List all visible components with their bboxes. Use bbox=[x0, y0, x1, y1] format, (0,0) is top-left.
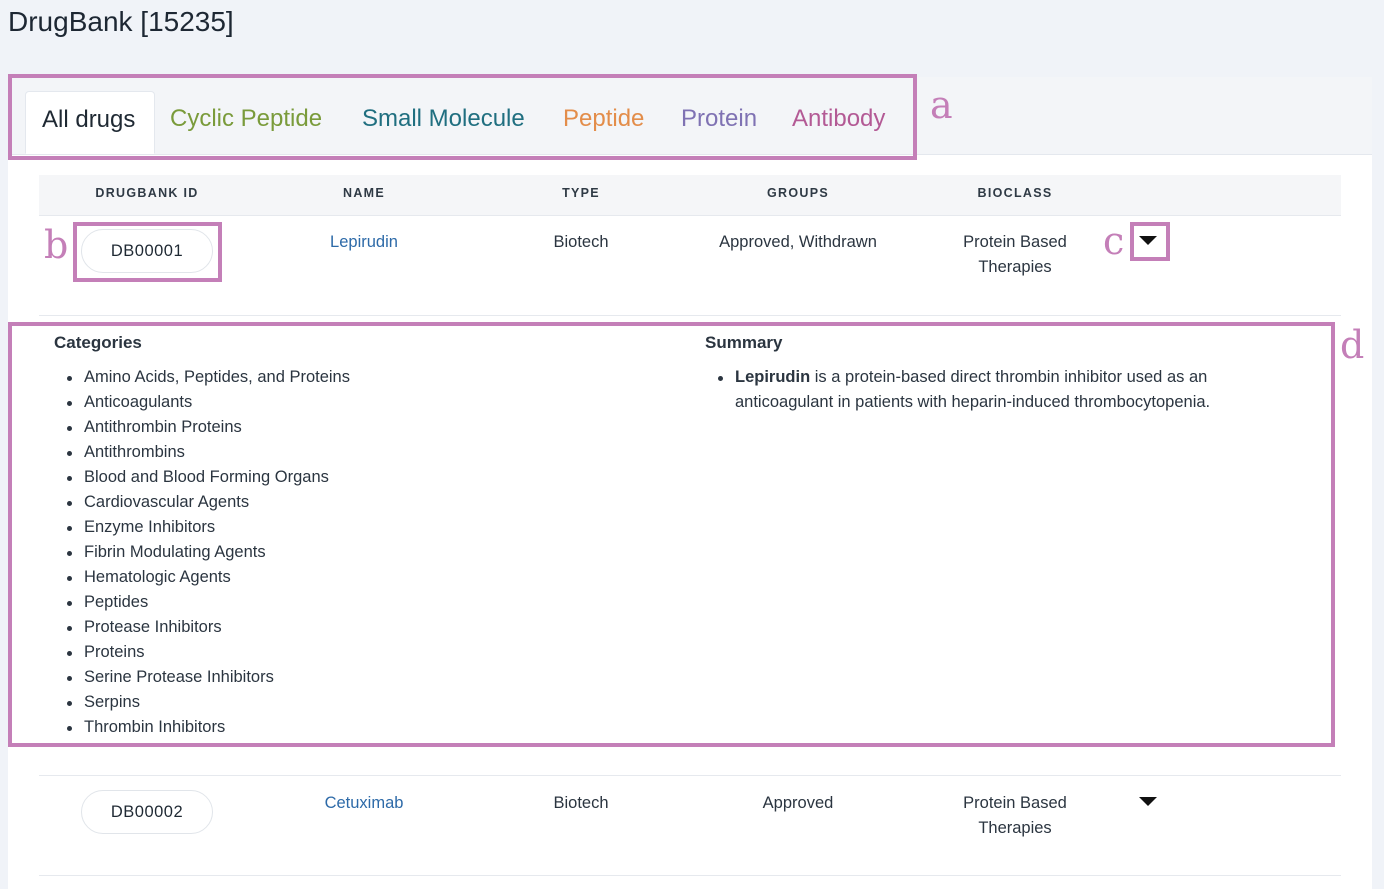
row-divider bbox=[39, 775, 1341, 776]
summary-title: Summary bbox=[705, 333, 783, 352]
expand-toggle-icon[interactable] bbox=[1139, 797, 1157, 806]
drugbank-id-pill[interactable]: DB00002 bbox=[81, 790, 213, 834]
list-item: Antithrombins bbox=[67, 440, 350, 465]
column-header-bioclass[interactable]: BIOCLASS bbox=[977, 186, 1053, 200]
list-item: Serpins bbox=[67, 690, 350, 715]
summary-text: Lepirudin is a protein-based direct thro… bbox=[718, 365, 1295, 415]
drugbank-id-pill[interactable]: DB00001 bbox=[81, 229, 213, 273]
drug-groups: Approved, Withdrawn bbox=[719, 233, 877, 251]
list-item: Hematologic Agents bbox=[67, 565, 350, 590]
drug-name-link[interactable]: Cetuximab bbox=[324, 794, 404, 812]
annotation-label-b: b bbox=[44, 223, 69, 267]
row-divider bbox=[39, 315, 1341, 316]
list-item: Serine Protease Inhibitors bbox=[67, 665, 350, 690]
category-tabs: All drugs Cyclic Peptide Small Molecule … bbox=[8, 77, 1372, 155]
tab-all-drugs[interactable]: All drugs bbox=[25, 91, 155, 154]
list-item: Antithrombin Proteins bbox=[67, 415, 350, 440]
list-item: Enzyme Inhibitors bbox=[67, 515, 350, 540]
drug-bioclass: Protein Based Therapies bbox=[963, 791, 1067, 841]
categories-title: Categories bbox=[54, 333, 142, 352]
tab-small-molecule[interactable]: Small Molecule bbox=[362, 105, 525, 132]
drug-bioclass: Protein Based Therapies bbox=[963, 230, 1067, 280]
table-header: DRUGBANK ID NAME TYPE GROUPS BIOCLASS bbox=[39, 175, 1341, 216]
tab-antibody[interactable]: Antibody bbox=[792, 105, 886, 132]
summary-list: Lepirudin is a protein-based direct thro… bbox=[706, 365, 1295, 415]
summary-body: is a protein-based direct thrombin inhib… bbox=[735, 368, 1211, 411]
tab-peptide[interactable]: Peptide bbox=[563, 105, 645, 132]
bioclass-line-1: Protein Based bbox=[963, 233, 1067, 251]
list-item: Anticoagulants bbox=[67, 390, 350, 415]
list-item: Blood and Blood Forming Organs bbox=[67, 465, 350, 490]
annotation-label-a: a bbox=[930, 83, 953, 127]
annotation-label-c: c bbox=[1103, 219, 1125, 263]
bioclass-line-2: Therapies bbox=[978, 258, 1052, 276]
tab-protein[interactable]: Protein bbox=[681, 105, 758, 132]
drug-table-card: All drugs Cyclic Peptide Small Molecule … bbox=[8, 77, 1372, 889]
annotation-label-d: d bbox=[1340, 323, 1365, 367]
bioclass-line-2: Therapies bbox=[978, 819, 1052, 837]
list-item: Proteins bbox=[67, 640, 350, 665]
list-item: Cardiovascular Agents bbox=[67, 490, 350, 515]
bioclass-line-1: Protein Based bbox=[963, 794, 1067, 812]
drug-type: Biotech bbox=[553, 233, 609, 251]
list-item: Thrombin Inhibitors bbox=[67, 715, 350, 740]
column-header-name[interactable]: NAME bbox=[342, 186, 386, 200]
column-header-drugbank-id[interactable]: DRUGBANK ID bbox=[95, 186, 199, 200]
list-item: Amino Acids, Peptides, and Proteins bbox=[67, 365, 350, 390]
list-item: Protease Inhibitors bbox=[67, 615, 350, 640]
drug-type: Biotech bbox=[553, 794, 609, 812]
summary-drug-name: Lepirudin bbox=[735, 368, 811, 386]
row-divider bbox=[39, 875, 1341, 876]
tab-cyclic-peptide[interactable]: Cyclic Peptide bbox=[170, 105, 323, 132]
categories-list: Amino Acids, Peptides, and Proteins Anti… bbox=[55, 365, 350, 740]
column-header-type[interactable]: TYPE bbox=[562, 186, 600, 200]
column-header-groups[interactable]: GROUPS bbox=[767, 186, 829, 200]
page-title: DrugBank [15235] bbox=[8, 6, 234, 37]
expand-toggle-icon[interactable] bbox=[1139, 236, 1157, 245]
drug-name-link[interactable]: Lepirudin bbox=[330, 233, 398, 251]
drug-groups: Approved bbox=[762, 794, 834, 812]
list-item: Fibrin Modulating Agents bbox=[67, 540, 350, 565]
list-item: Peptides bbox=[67, 590, 350, 615]
